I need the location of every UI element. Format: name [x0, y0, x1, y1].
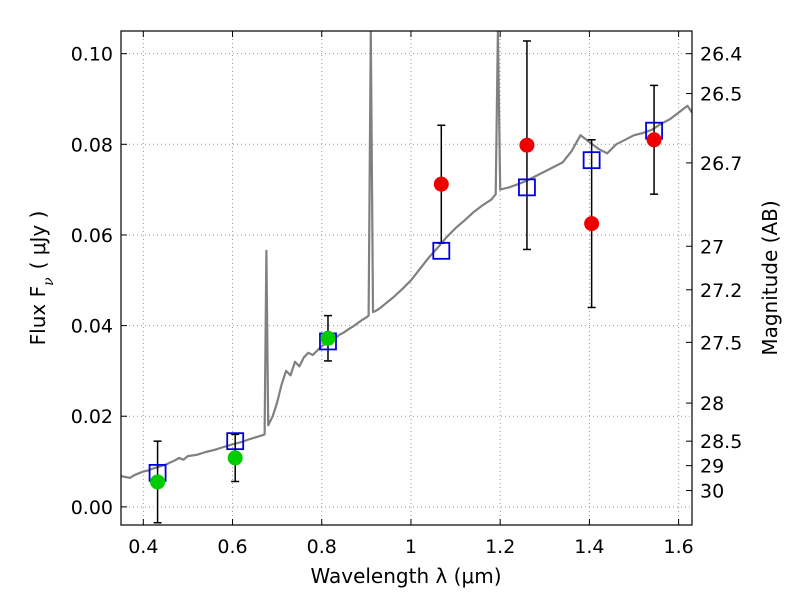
- y-tick-label: 0.04: [71, 316, 113, 338]
- optical-data-point: [320, 330, 336, 346]
- model-square-marker: [432, 241, 451, 260]
- plot-area: [121, 31, 692, 524]
- model-square-marker: [582, 151, 601, 170]
- y2-tick-label: 26.4: [700, 44, 742, 66]
- x-tick-label: 1.6: [664, 536, 694, 558]
- y-tick-label: 0.10: [71, 44, 113, 66]
- model-square-marker: [518, 178, 536, 197]
- x-tick-label: 1.4: [574, 536, 604, 558]
- y-tick-label: 0.06: [71, 225, 113, 247]
- y2-tick-label: 27.5: [700, 332, 742, 354]
- y2-tick-label: 28: [700, 393, 724, 415]
- y-axis-label-group: Flux Fν( μJy ): [26, 211, 57, 346]
- x-tick-label: 0.4: [128, 536, 158, 558]
- y-axis-label: Flux Fν( μJy ): [26, 211, 57, 346]
- y2-tick-label: 30: [700, 481, 724, 503]
- y-tick-label: 0.02: [71, 406, 113, 428]
- x-tick-label: 1.2: [485, 536, 515, 558]
- axes: 0.4 0.6 0.8 1 1.2 1.4 1.6 0.00 0.02 0.04 0.06 0.08 0…: [71, 31, 742, 558]
- y-tick-label: 0.08: [71, 134, 113, 156]
- model-square-marker: [226, 432, 245, 451]
- optical-data-point: [227, 450, 243, 466]
- y2-tick-label: 29: [700, 456, 724, 478]
- y2-tick-label: 26.5: [700, 84, 742, 106]
- x-tick-label: 0.8: [307, 536, 337, 558]
- y2-tick-label: 26.7: [700, 153, 742, 175]
- nir-data-point: [519, 137, 535, 153]
- nir-data-point: [584, 216, 600, 232]
- x-axis-label: Wavelength λ (μm): [310, 564, 501, 588]
- y2-axis-label: Magnitude (AB): [758, 200, 782, 355]
- x-tick-label: 0.6: [217, 536, 247, 558]
- plot-frame: [120, 30, 693, 526]
- y2-axis-label-group: Magnitude (AB): [758, 200, 782, 355]
- y-tick-label: 0.00: [71, 497, 113, 519]
- nir-data-point: [433, 176, 449, 192]
- y2-tick-label: 27: [700, 236, 724, 258]
- spectrum-line: [121, 31, 692, 479]
- x-tick-label: 1: [405, 536, 417, 558]
- y2-tick-label: 27.2: [700, 280, 742, 302]
- optical-data-point: [150, 474, 166, 490]
- nir-data-point: [646, 132, 662, 148]
- y2-tick-label: 28.5: [700, 431, 742, 453]
